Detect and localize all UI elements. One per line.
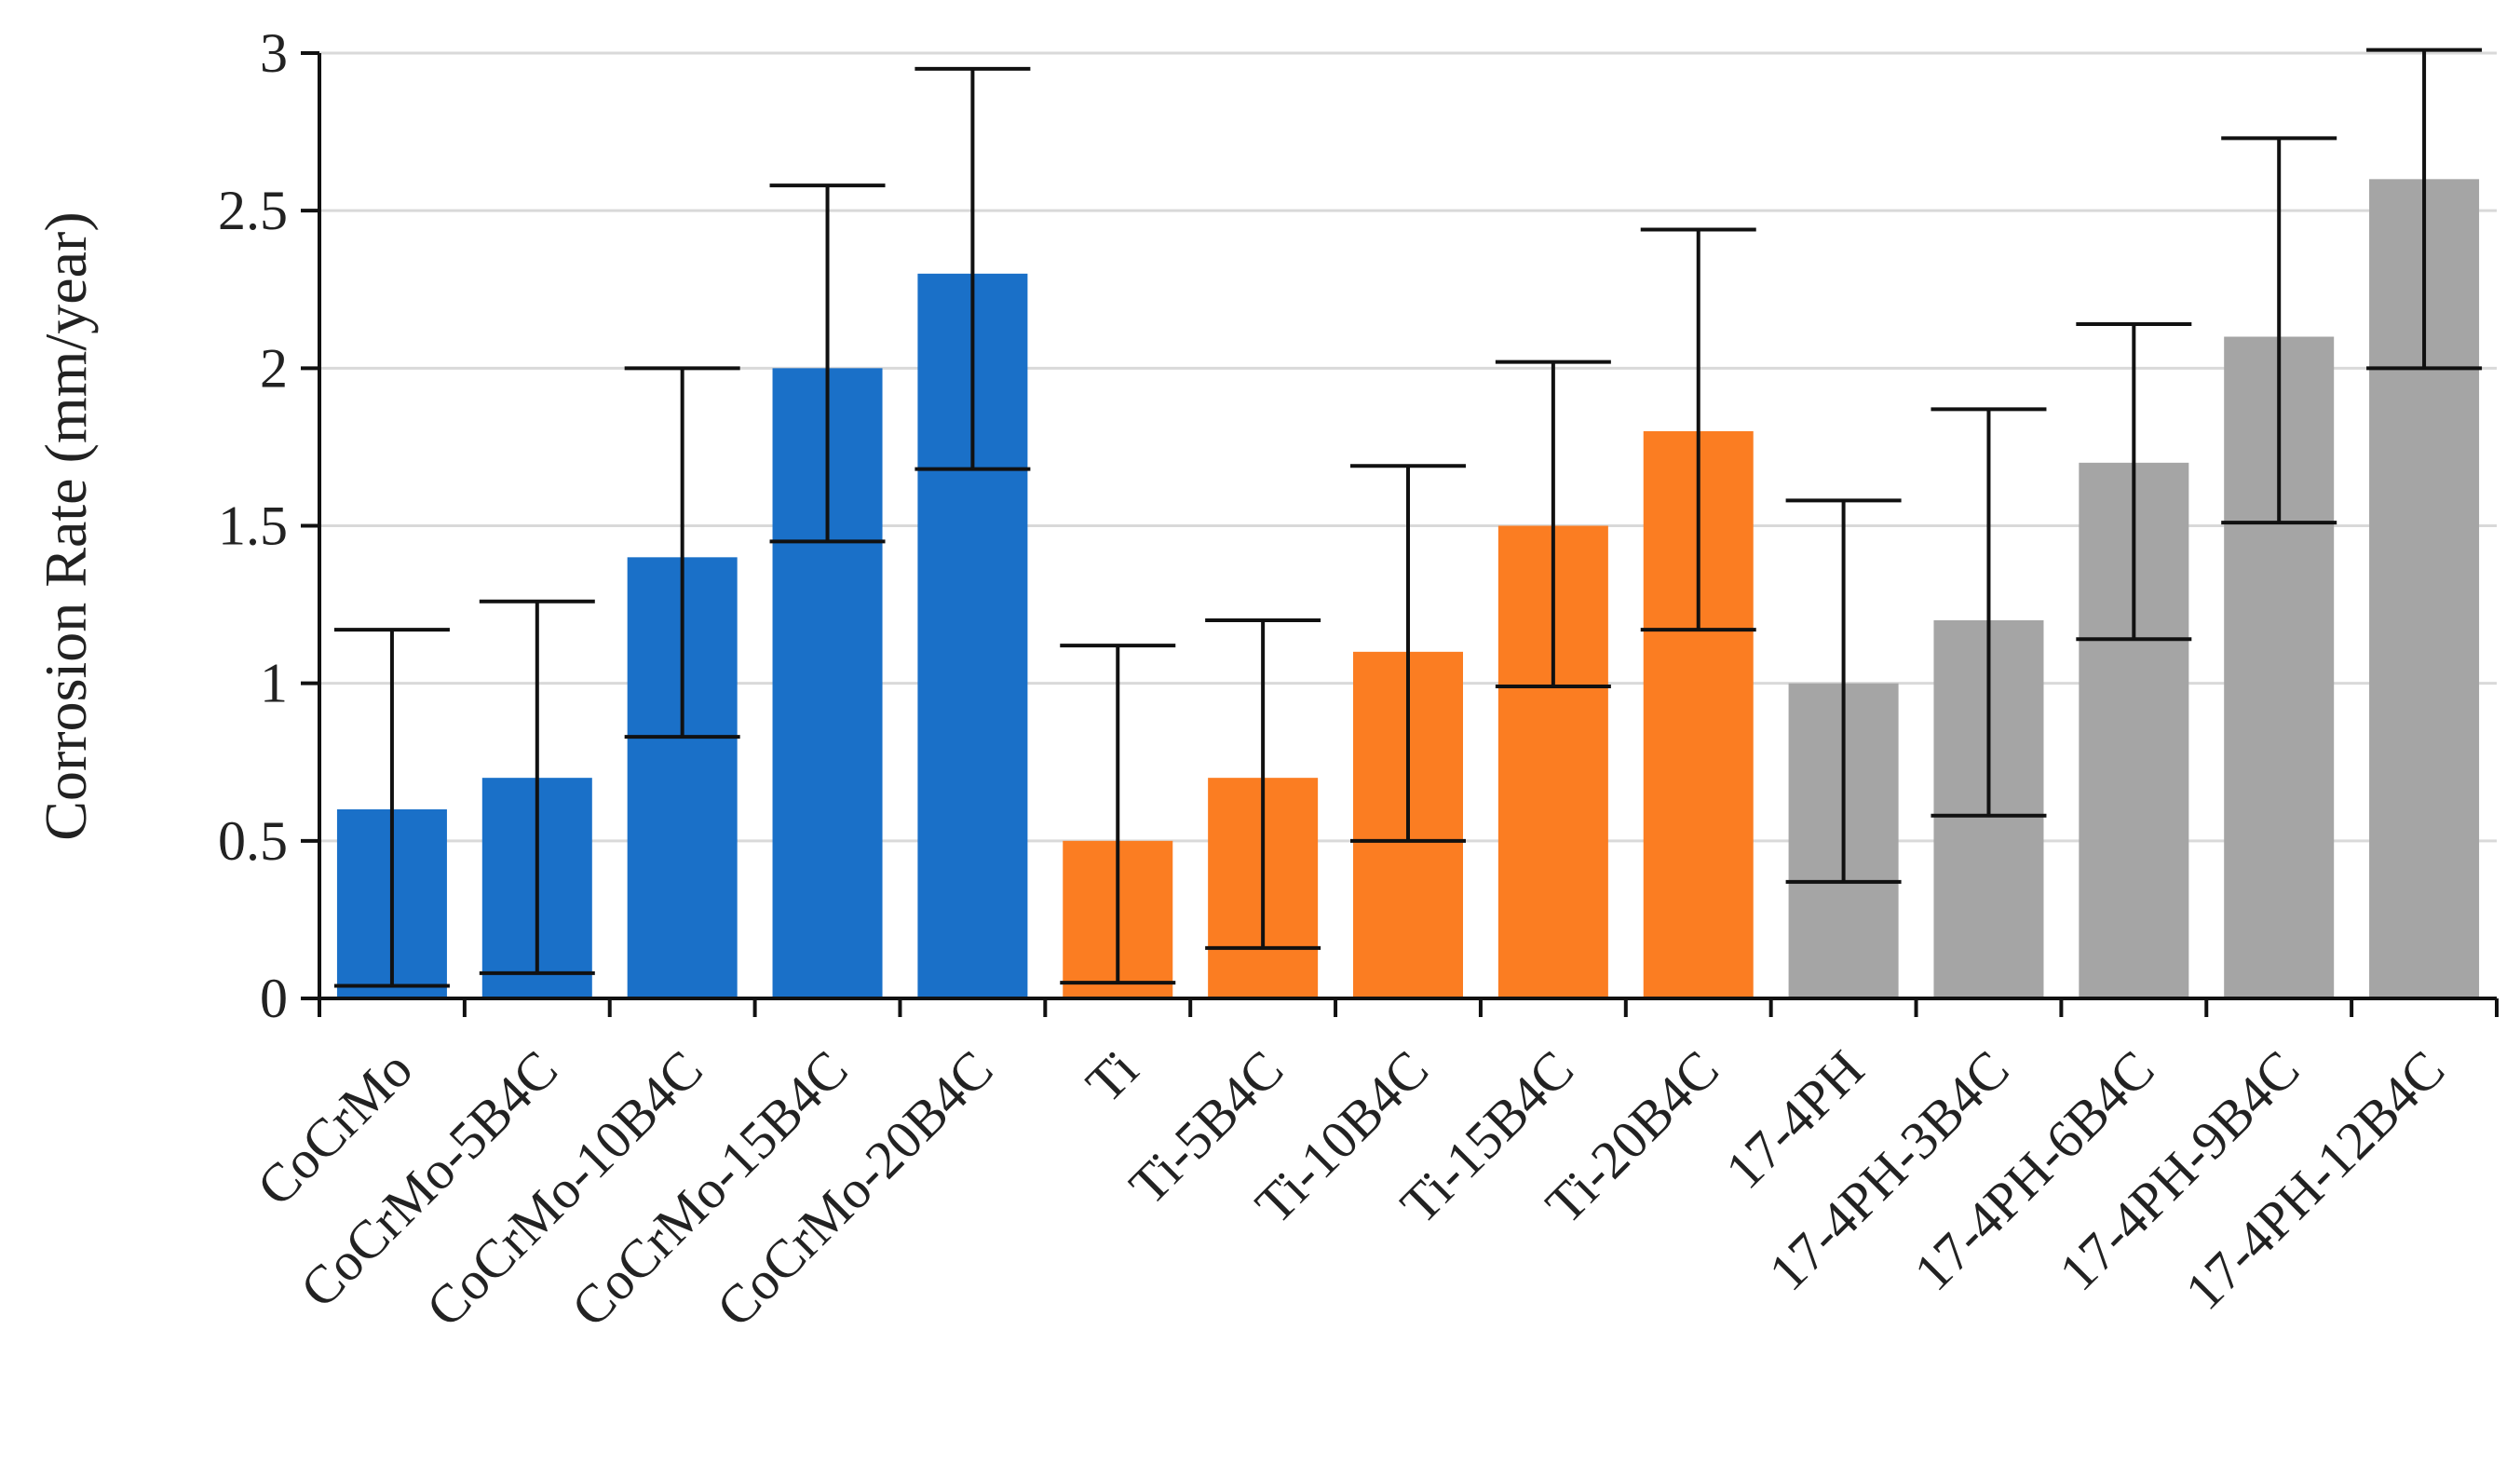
y-tick-label: 0 [260, 968, 288, 1029]
y-tick-label: 1 [260, 653, 288, 714]
x-tick-labels: CoCrMoCoCrMo-5B4CCoCrMo-10B4CCoCrMo-15B4… [245, 1038, 2456, 1338]
error-bars [333, 47, 2483, 988]
y-tick-labels: 0 0.5 1 1.5 2 2.5 3 [218, 22, 288, 1029]
y-tick-label: 1.5 [218, 495, 288, 557]
y-tick-label: 3 [260, 22, 288, 84]
x-tick-label: Ti [1074, 1038, 1149, 1114]
y-axis-label: Corrosion Rate (mm/year) [33, 211, 99, 840]
y-tick-label: 2.5 [218, 180, 288, 241]
x-tick-label: 17-4PH-12B4C [2174, 1038, 2456, 1321]
x-tick-label: CoCrMo-5B4C [289, 1038, 569, 1319]
y-tick-label: 0.5 [218, 810, 288, 872]
y-tick-label: 2 [260, 337, 288, 399]
axes [301, 51, 2499, 1017]
